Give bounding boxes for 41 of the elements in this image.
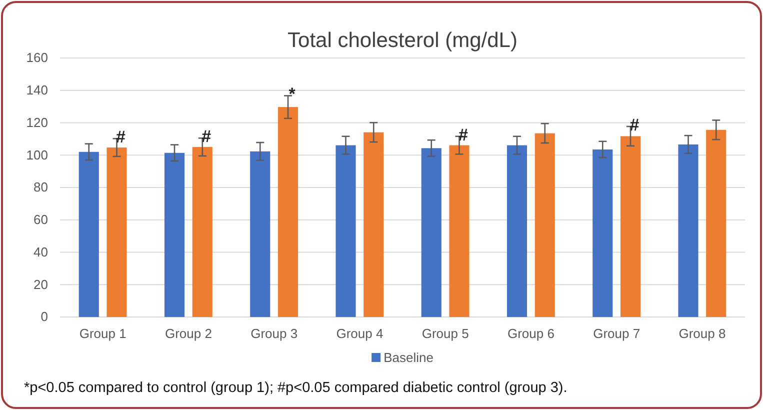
bar (78, 152, 99, 317)
bar (106, 148, 127, 317)
y-tick-label: 120 (26, 114, 48, 130)
y-tick-label: 60 (34, 212, 48, 228)
bar (592, 149, 613, 317)
annotation: * (288, 84, 296, 104)
bar (620, 136, 641, 317)
chart-title: Total cholesterol (mg/dL) (288, 29, 518, 52)
legend-label: Baseline (384, 350, 434, 365)
x-tick-label: Group 6 (507, 326, 554, 342)
x-tick-label: Group 1 (79, 326, 126, 342)
annotation: # (630, 115, 640, 134)
annotation: # (202, 127, 212, 146)
y-tick-label: 140 (26, 82, 48, 98)
y-tick-label: 20 (34, 276, 48, 292)
y-tick-label: 0 (40, 309, 48, 324)
x-tick-label: Group 2 (164, 326, 212, 342)
text: *p<0.05 compared to control (group 1); #p<0.05 compared diabetic control (group 3). (24, 380, 568, 396)
bar (364, 132, 384, 317)
y-tick-label: 80 (34, 180, 48, 195)
bar (192, 147, 212, 317)
bar (534, 133, 555, 317)
bar (164, 152, 185, 317)
bar (278, 107, 298, 317)
x-tick-label: Group 4 (336, 326, 384, 342)
y-tick-label: 100 (26, 147, 48, 162)
annotation: # (116, 128, 126, 147)
x-tick-label: Group 7 (593, 326, 640, 342)
bar (421, 148, 442, 317)
bar (678, 144, 698, 317)
x-tick-label: Group 3 (250, 326, 298, 342)
bar (449, 145, 470, 317)
bar (336, 145, 356, 317)
y-tick-label: 40 (34, 244, 48, 260)
x-tick-label: Group 5 (422, 326, 469, 342)
y-tick-label: 160 (26, 50, 48, 66)
bar (706, 130, 726, 317)
bar (250, 151, 270, 317)
bar (506, 145, 528, 317)
annotation: # (458, 125, 469, 144)
x-tick-label: Group 8 (678, 326, 726, 342)
